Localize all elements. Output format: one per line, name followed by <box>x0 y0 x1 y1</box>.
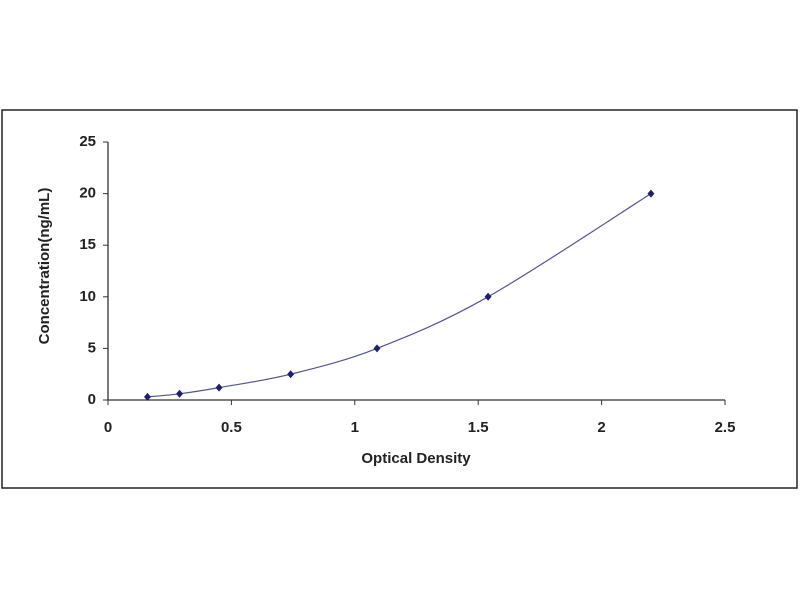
y-axis-label: Concentration(ng/mL) <box>36 188 53 345</box>
data-point <box>215 383 223 392</box>
x-tick-label: 1 <box>351 419 359 436</box>
data-point <box>176 389 184 398</box>
x-axis-label: Optical Density <box>361 450 471 467</box>
y-tick-label: 10 <box>79 288 96 305</box>
x-tick-label: 0.5 <box>221 419 242 436</box>
y-tick-label: 15 <box>79 236 96 253</box>
data-point <box>143 392 151 401</box>
data-point <box>287 370 295 379</box>
x-tick-label: 2 <box>597 419 605 436</box>
x-tick-label: 0 <box>104 419 112 436</box>
data-point <box>373 344 381 353</box>
data-point <box>484 292 492 301</box>
y-tick-label: 20 <box>79 185 96 202</box>
fit-curve <box>147 193 652 398</box>
y-tick-label: 5 <box>88 339 96 356</box>
chart-frame <box>1 109 798 489</box>
x-tick-label: 2.5 <box>715 419 736 436</box>
y-tick-label: 25 <box>79 133 96 150</box>
x-tick-label: 1.5 <box>468 419 489 436</box>
data-point <box>647 189 655 198</box>
y-tick-label: 0 <box>88 391 96 408</box>
